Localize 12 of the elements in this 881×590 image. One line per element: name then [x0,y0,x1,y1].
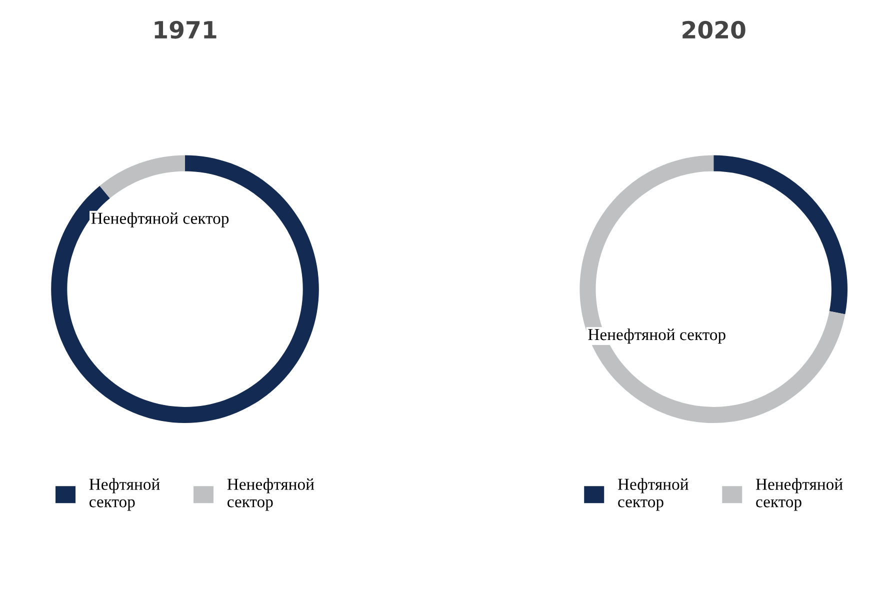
legend-label: Нефтяной сектор [89,478,160,511]
donut-slice [714,155,848,314]
legend-label: Ненефтяной сектор [756,478,843,511]
donut-slice [51,155,319,424]
text: Ненефтяной сектор [91,212,229,228]
donut-slice [580,155,846,423]
chart-title: 1971 [154,20,216,39]
donut-slice [100,155,186,198]
chart-title: 2020 [682,20,746,39]
legend-label: Ненефтяной сектор [227,478,314,511]
legend-label: Нефтяной сектор [618,478,688,511]
text: Ненефтяной сектор [588,328,726,344]
